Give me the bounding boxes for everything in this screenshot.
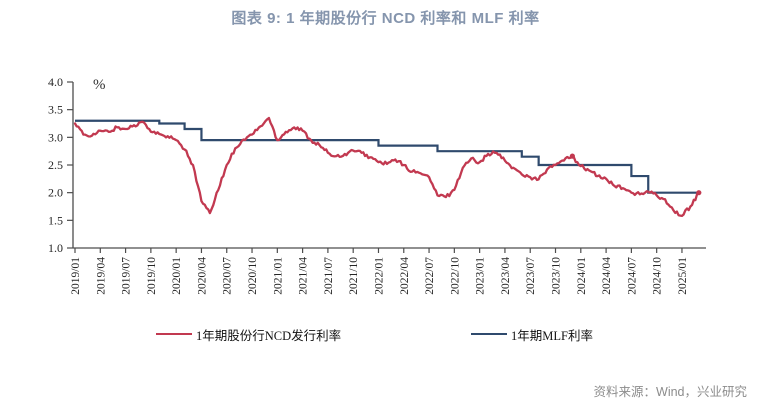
x-tick-label: 2020/04 (196, 257, 208, 295)
x-tick-label: 2023/01 (475, 257, 487, 295)
x-tick-label: 2019/07 (121, 257, 133, 295)
x-tick-label: 2022/10 (449, 257, 461, 295)
y-tick-label: 1.0 (48, 241, 63, 255)
x-tick-label: 2020/01 (171, 257, 183, 295)
x-tick-label: 2019/01 (70, 257, 82, 295)
ncd-line-swatch (156, 332, 192, 336)
y-tick-label: 2.0 (48, 186, 63, 200)
y-tick-label: 2.5 (48, 158, 63, 172)
y-tick-label: 3.5 (48, 103, 63, 117)
legend-label-ncd: 1年期股份行NCD发行利率 (196, 328, 342, 343)
legend-item-mlf: 1年期MLF利率 (471, 326, 593, 343)
y-tick-label: 4.0 (48, 75, 63, 89)
y-tick-label: 3.0 (48, 130, 63, 144)
line-chart-canvas: 1.0 1.5 2.0 2.5 3.0 3.5 4.0 2019/01 2019/04 2019/… (48, 75, 706, 295)
y-axis-unit-label: % (93, 77, 106, 93)
x-tick-label: 2024/07 (626, 257, 638, 295)
legend-label-mlf: 1年期MLF利率 (511, 328, 593, 343)
mlf-line (75, 119, 699, 194)
x-tick-label: 2019/10 (146, 257, 158, 295)
ncd-point-marker (696, 190, 702, 196)
x-tick-label: 2022/01 (373, 257, 385, 295)
x-tick-label: 2021/01 (272, 257, 284, 295)
x-tick-label: 2020/07 (222, 257, 234, 295)
x-tick-label: 2021/10 (348, 257, 360, 295)
x-tick-label: 2024/10 (652, 257, 664, 295)
x-tick-label: 2023/07 (525, 257, 537, 295)
x-tick-label: 2019/04 (95, 257, 107, 295)
x-tick-label: 2024/04 (601, 257, 613, 295)
x-tick-label: 2025/01 (677, 257, 689, 295)
mlf-line-swatch (471, 332, 507, 336)
x-tick-label: 2023/10 (551, 257, 563, 295)
chart-title: 图表 9: 1 年期股份行 NCD 利率和 MLF 利率 (231, 10, 540, 27)
x-tick-label: 2022/07 (424, 257, 436, 295)
x-tick-label: 2021/04 (298, 257, 310, 295)
y-tick-label: 1.5 (48, 213, 63, 227)
x-tick-label: 2021/07 (323, 257, 335, 295)
x-tick-label: 2020/10 (247, 257, 259, 295)
x-tick-label: 2024/01 (576, 257, 588, 295)
ncd-line (73, 116, 700, 218)
x-tick-label: 2022/04 (399, 257, 411, 295)
ncd-point-marker (569, 153, 575, 159)
legend-item-ncd: 1年期股份行NCD发行利率 (156, 326, 342, 343)
data-source-note: 资料来源：Wind，兴业研究 (593, 385, 747, 399)
x-tick-label: 2023/04 (500, 257, 512, 295)
